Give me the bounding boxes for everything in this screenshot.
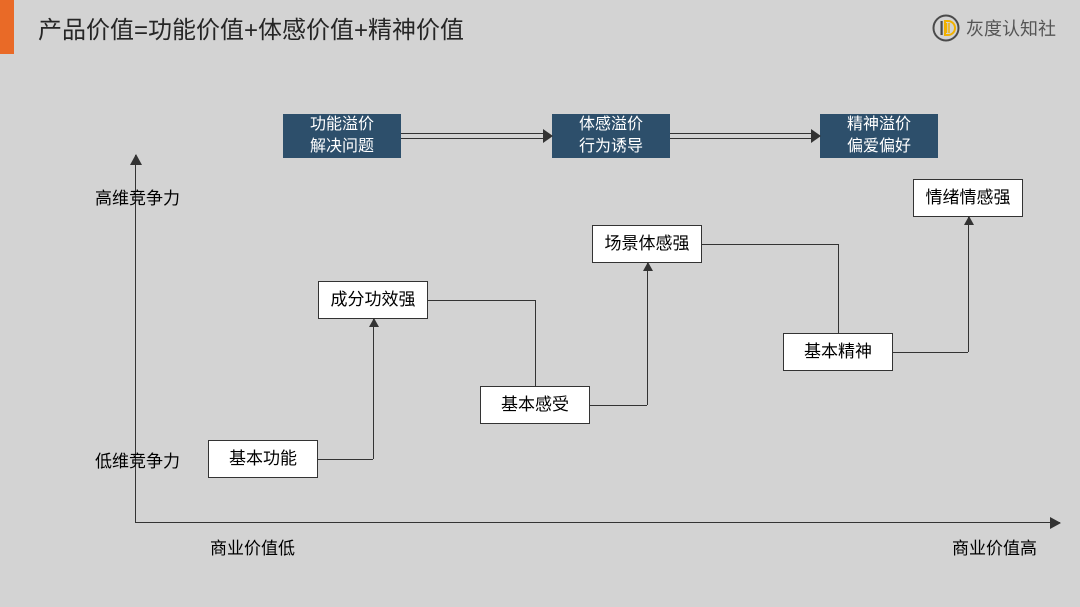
node-n4: 场景体感强 [592, 225, 702, 263]
header-box-h2: 体感溢价 行为诱导 [552, 114, 670, 158]
node-n1: 基本功能 [208, 440, 318, 478]
node-n2: 成分功效强 [318, 281, 428, 319]
edge-h [590, 405, 647, 406]
edge-v-up [647, 263, 648, 405]
node-n6: 情绪情感强 [913, 179, 1023, 217]
node-n3: 基本感受 [480, 386, 590, 424]
chart-area: 高维竞争力低维竞争力商业价值低 商业价值高 功能溢价 解决问题 体感溢价 行为诱导 精神… [0, 0, 1080, 607]
header-box-h1: 功能溢价 解决问题 [283, 114, 401, 158]
header-arrow [401, 133, 552, 139]
y-label-high: 高维竞争力 [95, 184, 180, 209]
x-label-right: 商业价值高 [952, 534, 1037, 559]
edge-h [428, 300, 535, 301]
slide: 产品价值=功能价值+体感价值+精神价值 灰度认知社 高维竞争力低维竞争力商业价值… [0, 0, 1080, 607]
edge-h [702, 244, 838, 245]
edge-h [318, 459, 373, 460]
x-label-left: 商业价值低 [210, 534, 295, 559]
edge-v [838, 244, 839, 333]
y-label-low: 低维竞争力 [95, 447, 180, 472]
edge-v [535, 300, 536, 386]
edge-v-up [373, 319, 374, 459]
header-box-h3: 精神溢价 偏爱偏好 [820, 114, 938, 158]
x-axis [135, 522, 1060, 523]
node-n5: 基本精神 [783, 333, 893, 371]
edge-h [893, 352, 968, 353]
header-arrow [670, 133, 820, 139]
edge-v-up [968, 217, 969, 352]
